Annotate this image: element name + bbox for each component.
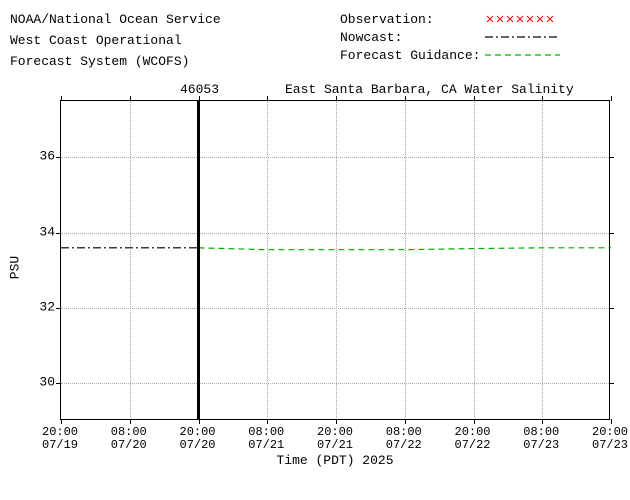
ytick-label: 36 <box>30 149 55 164</box>
xtick-label: 20:0007/19 <box>42 426 78 452</box>
legend-label-nowcast: Nowcast: <box>340 30 485 45</box>
xtick-label: 20:0007/20 <box>179 426 215 452</box>
ytick-label: 34 <box>30 224 55 239</box>
header-line1: NOAA/National Ocean Service <box>10 10 221 31</box>
station-id: 46053 <box>180 82 219 97</box>
xtick-label: 20:0007/22 <box>454 426 490 452</box>
grid-h <box>61 233 609 234</box>
header-line3: Forecast System (WCOFS) <box>10 52 221 73</box>
chart-container: 46053 East Santa Barbara, CA Water Salin… <box>60 100 610 420</box>
xtick-label: 08:0007/20 <box>111 426 147 452</box>
ylabel: PSU <box>8 256 23 279</box>
legend-sample-observation <box>485 12 560 26</box>
xtick-label: 08:0007/21 <box>248 426 284 452</box>
chart-title: East Santa Barbara, CA Water Salinity <box>285 82 574 97</box>
grid-v <box>542 101 543 419</box>
ytick-label: 32 <box>30 300 55 315</box>
plot-area <box>60 100 610 420</box>
grid-h <box>61 308 609 309</box>
now-line <box>197 101 200 419</box>
grid-h <box>61 383 609 384</box>
legend-row-observation: Observation: <box>340 10 560 28</box>
grid-v <box>336 101 337 419</box>
header-line2: West Coast Operational <box>10 31 221 52</box>
grid-v <box>474 101 475 419</box>
xtick-label: 20:0007/23 <box>592 426 628 452</box>
legend: Observation: Nowcast: Forecast Guidance: <box>340 10 560 64</box>
legend-row-forecast: Forecast Guidance: <box>340 46 560 64</box>
grid-v <box>405 101 406 419</box>
legend-row-nowcast: Nowcast: <box>340 28 560 46</box>
xtick-label: 08:0007/23 <box>523 426 559 452</box>
legend-label-observation: Observation: <box>340 12 485 27</box>
xtick-label: 20:0007/21 <box>317 426 353 452</box>
grid-v <box>130 101 131 419</box>
legend-sample-forecast <box>485 48 560 62</box>
grid-v <box>267 101 268 419</box>
xlabel: Time (PDT) 2025 <box>276 453 393 468</box>
header-left: NOAA/National Ocean Service West Coast O… <box>10 10 221 72</box>
grid-h <box>61 157 609 158</box>
legend-sample-nowcast <box>485 30 560 44</box>
legend-label-forecast: Forecast Guidance: <box>340 48 485 63</box>
ytick-label: 30 <box>30 375 55 390</box>
xtick-label: 08:0007/22 <box>386 426 422 452</box>
